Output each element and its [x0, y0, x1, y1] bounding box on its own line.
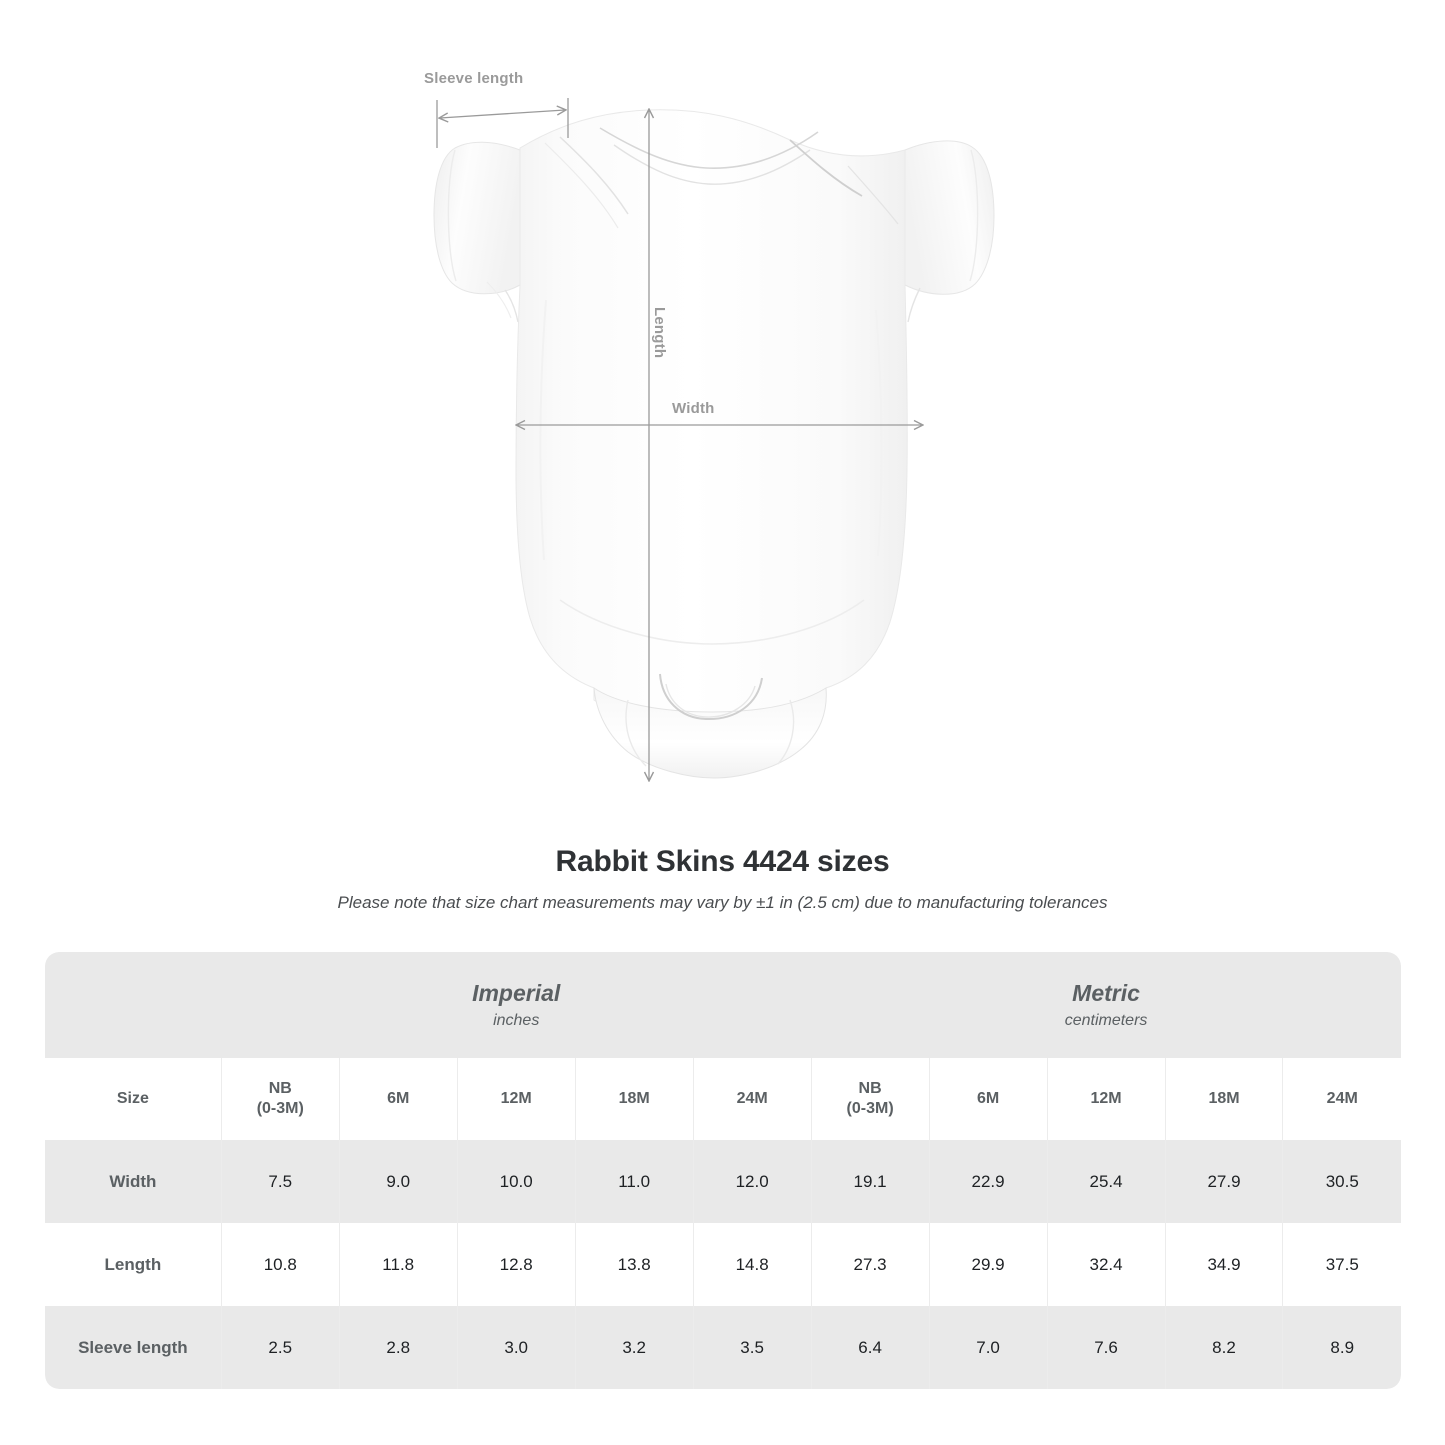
garment-illustration: Sleeve length Length Width	[424, 70, 995, 830]
page-title: Rabbit Skins 4424 sizes	[555, 845, 890, 878]
size-chart-table: Imperial inches Metric centimeters Size …	[45, 952, 1401, 1389]
table-row: Sleeve length 2.5 2.8 3.0 3.2 3.5 6.4 7.…	[45, 1306, 1401, 1389]
tolerance-note: Please note that size chart measurements…	[337, 893, 1108, 912]
cell-length-metric-12m: 32.4	[1047, 1223, 1166, 1306]
cell-sleeve-metric-12m: 7.6	[1047, 1306, 1166, 1389]
cell-length-imperial-24m: 14.8	[693, 1223, 812, 1306]
unit-row-corner	[45, 952, 222, 1058]
title-block: Rabbit Skins 4424 sizes Please note that…	[0, 845, 1445, 913]
size-header-imperial-nb: NB (0-3M)	[221, 1058, 340, 1140]
cell-length-imperial-18m: 13.8	[575, 1223, 694, 1306]
bodysuit-body	[515, 109, 908, 725]
cell-width-imperial-18m: 11.0	[575, 1140, 694, 1223]
size-header-metric-12m: 12M	[1047, 1058, 1166, 1140]
unit-group-metric: Metric centimeters	[811, 952, 1401, 1058]
unit-group-imperial: Imperial inches	[221, 952, 812, 1058]
size-chart-table-wrapper: Imperial inches Metric centimeters Size …	[45, 952, 1401, 1389]
table-row: Length 10.8 11.8 12.8 13.8 14.8 27.3 29.…	[45, 1223, 1401, 1306]
row-label-width: Width	[45, 1140, 222, 1223]
size-header-imperial-24m: 24M	[693, 1058, 812, 1140]
left-sleeve	[433, 141, 521, 323]
cell-width-metric-6m: 22.9	[929, 1140, 1048, 1223]
cell-length-metric-24m: 37.5	[1282, 1223, 1401, 1306]
cell-width-imperial-12m: 10.0	[457, 1140, 576, 1223]
unit-group-imperial-sub: inches	[493, 1011, 540, 1029]
cell-sleeve-metric-6m: 7.0	[929, 1306, 1048, 1389]
length-dimension-label: Length	[651, 307, 668, 359]
size-header-metric-24m: 24M	[1282, 1058, 1401, 1140]
cell-width-metric-12m: 25.4	[1047, 1140, 1166, 1223]
cell-width-imperial-24m: 12.0	[693, 1140, 812, 1223]
cell-sleeve-imperial-18m: 3.2	[575, 1306, 694, 1389]
size-header-imperial-6m: 6M	[339, 1058, 458, 1140]
cell-length-imperial-6m: 11.8	[339, 1223, 458, 1306]
cell-width-imperial-6m: 9.0	[339, 1140, 458, 1223]
size-header-metric-nb: NB (0-3M)	[811, 1058, 930, 1140]
sleeve-length-dimension-label: Sleeve length	[424, 70, 524, 87]
right-sleeve	[904, 140, 995, 323]
size-header-label: Size	[45, 1058, 222, 1140]
size-header-imperial-12m: 12M	[457, 1058, 576, 1140]
cell-length-metric-18m: 34.9	[1165, 1223, 1284, 1306]
cell-sleeve-metric-24m: 8.9	[1282, 1306, 1401, 1389]
size-nb-line2: (0-3M)	[256, 1100, 304, 1117]
cell-sleeve-imperial-24m: 3.5	[693, 1306, 812, 1389]
width-dimension-label: Width	[672, 400, 715, 417]
cell-length-imperial-12m: 12.8	[457, 1223, 576, 1306]
cell-sleeve-imperial-nb: 2.5	[221, 1306, 340, 1389]
size-header-metric-18m: 18M	[1165, 1058, 1284, 1140]
unit-group-metric-sub: centimeters	[1064, 1011, 1148, 1029]
cell-sleeve-imperial-6m: 2.8	[339, 1306, 458, 1389]
cell-sleeve-imperial-12m: 3.0	[457, 1306, 576, 1389]
row-label-sleeve-length: Sleeve length	[45, 1306, 222, 1389]
size-header-metric-6m: 6M	[929, 1058, 1048, 1140]
size-nb-line1: NB	[268, 1080, 292, 1097]
unit-group-imperial-name: Imperial	[472, 980, 561, 1007]
bodysuit-diagram	[433, 98, 995, 830]
cell-sleeve-metric-18m: 8.2	[1165, 1306, 1284, 1389]
cell-length-metric-6m: 29.9	[929, 1223, 1048, 1306]
cell-width-imperial-nb: 7.5	[221, 1140, 340, 1223]
cell-length-metric-nb: 27.3	[811, 1223, 930, 1306]
unit-group-metric-name: Metric	[1072, 980, 1140, 1007]
cell-width-metric-24m: 30.5	[1282, 1140, 1401, 1223]
cell-width-metric-18m: 27.9	[1165, 1140, 1284, 1223]
cell-width-metric-nb: 19.1	[811, 1140, 930, 1223]
cell-length-imperial-nb: 10.8	[221, 1223, 340, 1306]
size-header-imperial-18m: 18M	[575, 1058, 694, 1140]
size-nb-line2: (0-3M)	[846, 1100, 894, 1117]
cell-sleeve-metric-nb: 6.4	[811, 1306, 930, 1389]
size-nb-line1: NB	[858, 1080, 882, 1097]
table-row: Width 7.5 9.0 10.0 11.0 12.0 19.1 22.9 2…	[45, 1140, 1401, 1223]
size-header-row: Size NB (0-3M) 6M 12M 18M 24M NB (0-3M) …	[45, 1058, 1401, 1140]
unit-group-row: Imperial inches Metric centimeters	[45, 952, 1401, 1058]
sleeve-length-dimension	[436, 98, 569, 148]
row-label-length: Length	[45, 1223, 222, 1306]
